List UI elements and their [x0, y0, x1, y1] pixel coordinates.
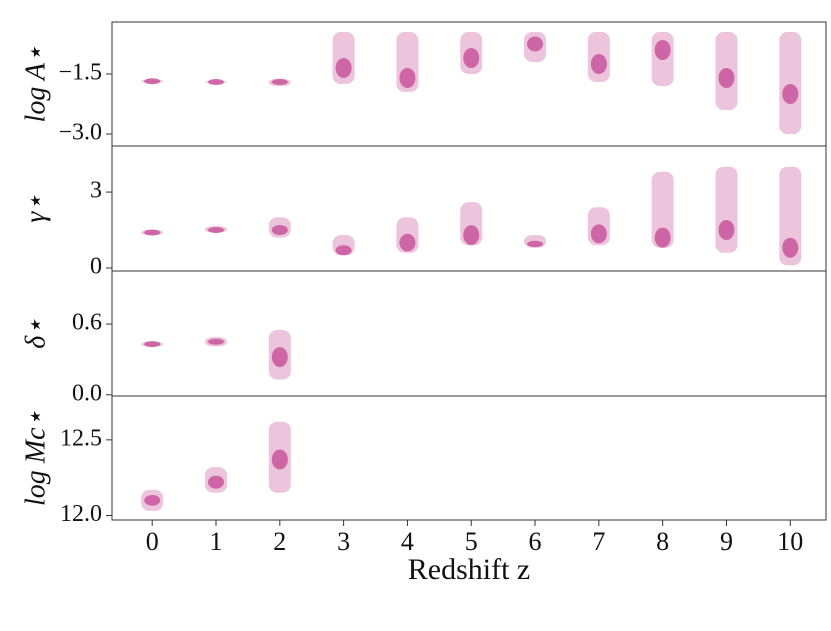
- sample-median: [718, 220, 735, 241]
- sample-median: [335, 245, 352, 256]
- y-tick-label: 12.0: [60, 501, 102, 527]
- sample-median: [590, 224, 607, 244]
- y-tick-label: 12.5: [60, 425, 102, 451]
- y-tick-label: 3: [90, 178, 102, 204]
- sample-spread: [651, 171, 674, 248]
- sample-median: [399, 233, 416, 252]
- sample-spread: [779, 32, 802, 134]
- y-axis-label: log A⋆: [20, 46, 51, 123]
- y-axis-label: log Mc⋆: [20, 410, 51, 506]
- sample-median: [271, 224, 288, 236]
- sample-median: [208, 338, 225, 345]
- sample-median: [208, 475, 225, 489]
- y-tick-label: −3.0: [58, 120, 102, 146]
- x-tick-label: 10: [777, 527, 803, 556]
- x-tick-label: 9: [720, 527, 733, 556]
- sample-median: [718, 68, 735, 88]
- sample-median: [144, 495, 161, 506]
- y-axis-label: γ⋆: [20, 194, 51, 223]
- sample-median: [527, 240, 544, 248]
- x-tick-label: 5: [465, 527, 478, 556]
- x-tick-label: 7: [592, 527, 605, 556]
- sample-median: [208, 79, 225, 85]
- sample-median: [463, 225, 480, 246]
- sample-median: [208, 227, 225, 234]
- panel-frame: [111, 270, 827, 397]
- y-tick-label: 0: [90, 253, 102, 279]
- x-tick-label: 4: [401, 527, 414, 556]
- x-tick-label: 6: [529, 527, 542, 556]
- sample-median: [527, 36, 544, 52]
- sample-median: [144, 341, 161, 348]
- sample-median: [463, 48, 480, 68]
- x-axis-label: Redshift z: [408, 553, 530, 586]
- x-tick-label: 2: [273, 527, 286, 556]
- y-tick-label: −1.5: [58, 60, 102, 86]
- sample-median: [144, 78, 161, 85]
- sample-median: [782, 84, 799, 104]
- sample-median: [271, 347, 288, 368]
- sample-median: [590, 54, 607, 74]
- panel-frame: [111, 395, 827, 521]
- sample-median: [335, 58, 352, 78]
- y-tick-label: 0.6: [72, 310, 102, 336]
- x-tick-label: 1: [210, 527, 223, 556]
- sample-median: [399, 68, 416, 88]
- sample-median: [654, 40, 671, 60]
- y-tick-label: 0.0: [72, 380, 102, 406]
- x-tick-label: 8: [656, 527, 669, 556]
- sample-median: [271, 449, 288, 470]
- sample-median: [782, 237, 799, 258]
- x-tick-label: 0: [146, 527, 159, 556]
- sample-median: [271, 79, 288, 85]
- sample-median: [144, 229, 161, 236]
- sample-median: [654, 227, 671, 248]
- y-axis-label: δ⋆: [20, 318, 51, 349]
- x-tick-label: 3: [337, 527, 350, 556]
